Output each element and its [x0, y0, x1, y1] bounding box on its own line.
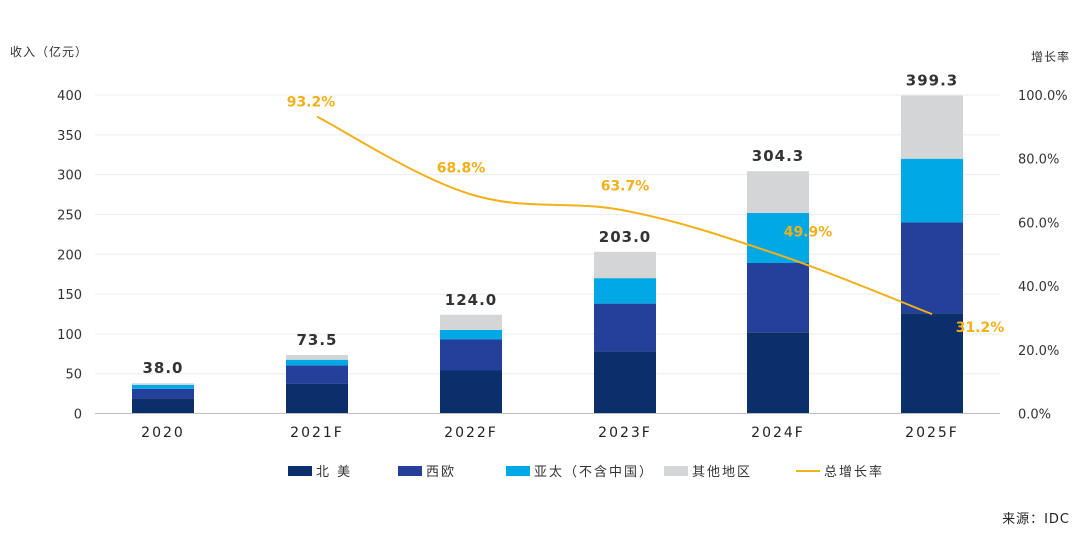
bar-segment	[594, 278, 656, 304]
bar-segment	[440, 339, 502, 371]
bar-segment	[132, 384, 194, 389]
y-tick-label: 350	[57, 129, 82, 144]
legend-label: 其他地区	[692, 465, 752, 480]
growth-rate-line	[316, 115, 933, 316]
y2-tick-label: 20.0%	[1018, 344, 1059, 359]
growth-rate-line-group: 93.2% 68.8% 63.7% 49.9% 31.2%	[287, 95, 1005, 336]
x-tick-label: 2023F	[598, 425, 652, 441]
legend-swatch	[506, 466, 530, 476]
bar-segment	[901, 222, 963, 314]
bar-segment	[286, 359, 348, 366]
source-note: 来源：IDC	[1002, 512, 1070, 527]
x-tick-label: 2025F	[905, 425, 959, 441]
bar-segment	[594, 351, 656, 414]
x-axis-ticks: 2020 2021F 2022F 2023F 2024F 2025F	[141, 425, 959, 441]
bar-segment	[286, 354, 348, 360]
legend-label: 北 美	[316, 465, 352, 480]
bar-segment	[901, 313, 963, 414]
growth-rate-label: 49.9%	[784, 225, 833, 241]
total-label: 124.0	[445, 291, 497, 309]
bar-segment	[132, 388, 194, 399]
bar-segment	[747, 263, 809, 333]
bar-segment	[440, 329, 502, 340]
y2-tick-label: 40.0%	[1018, 280, 1059, 295]
gridlines	[95, 94, 1000, 375]
legend-swatch	[398, 466, 422, 476]
bar-segment	[286, 383, 348, 414]
growth-rate-label: 31.2%	[956, 320, 1005, 336]
total-labels: 38.0 73.5 124.0 203.0 304.3 399.3	[142, 72, 958, 378]
legend-swatch	[288, 466, 312, 476]
y-tick-label: 150	[57, 288, 82, 303]
bar-segment	[286, 365, 348, 384]
total-label: 399.3	[906, 72, 958, 90]
total-label: 203.0	[599, 228, 651, 246]
bar-segment	[132, 383, 194, 385]
y2-tick-label: 0.0%	[1018, 408, 1051, 423]
bar-segment	[594, 251, 656, 279]
bar-group	[132, 95, 963, 414]
bar-segment	[132, 398, 194, 414]
legend-label: 总增长率	[824, 464, 884, 480]
x-tick-label: 2022F	[444, 425, 498, 441]
legend-swatch	[664, 466, 688, 476]
y-axis-title: 收入（亿元）	[10, 44, 88, 59]
y2-axis-ticks: 0.0% 20.0% 40.0% 60.0% 80.0% 100.0%	[1018, 89, 1068, 423]
growth-rate-label: 63.7%	[601, 179, 650, 195]
y-tick-label: 400	[57, 89, 82, 104]
x-tick-label: 2020	[141, 425, 185, 441]
bar-segment	[747, 332, 809, 414]
legend-label: 亚太（不含中国）	[534, 464, 654, 480]
growth-rate-label: 68.8%	[437, 160, 486, 176]
x-tick-label: 2021F	[290, 425, 344, 441]
y2-tick-label: 100.0%	[1018, 89, 1068, 104]
total-label: 38.0	[142, 359, 183, 377]
bar-segment	[901, 95, 963, 159]
growth-rate-label: 93.2%	[287, 95, 336, 111]
bar-segment	[747, 171, 809, 213]
total-label: 304.3	[752, 147, 804, 165]
y2-tick-label: 80.0%	[1018, 153, 1059, 168]
legend-label: 西欧	[426, 465, 456, 480]
y-tick-label: 50	[65, 368, 82, 383]
bar-segment	[440, 370, 502, 414]
y2-axis-title: 增长率	[1031, 49, 1070, 64]
legend: 北 美 西欧 亚太（不含中国） 其他地区 总增长率	[288, 464, 884, 480]
total-label: 73.5	[296, 331, 337, 349]
bar-segment	[594, 303, 656, 352]
bar-segment	[440, 314, 502, 330]
y-tick-label: 100	[57, 328, 82, 343]
y-tick-label: 200	[57, 248, 82, 263]
x-tick-label: 2024F	[751, 425, 805, 441]
y-tick-label: 300	[57, 169, 82, 184]
bar-segment	[901, 158, 963, 223]
y2-tick-label: 60.0%	[1018, 216, 1059, 231]
y-tick-label: 250	[57, 208, 82, 223]
y-axis-ticks: 0 50 100 150 200 250 300 350 400	[57, 89, 82, 423]
y-tick-label: 0	[74, 408, 82, 423]
